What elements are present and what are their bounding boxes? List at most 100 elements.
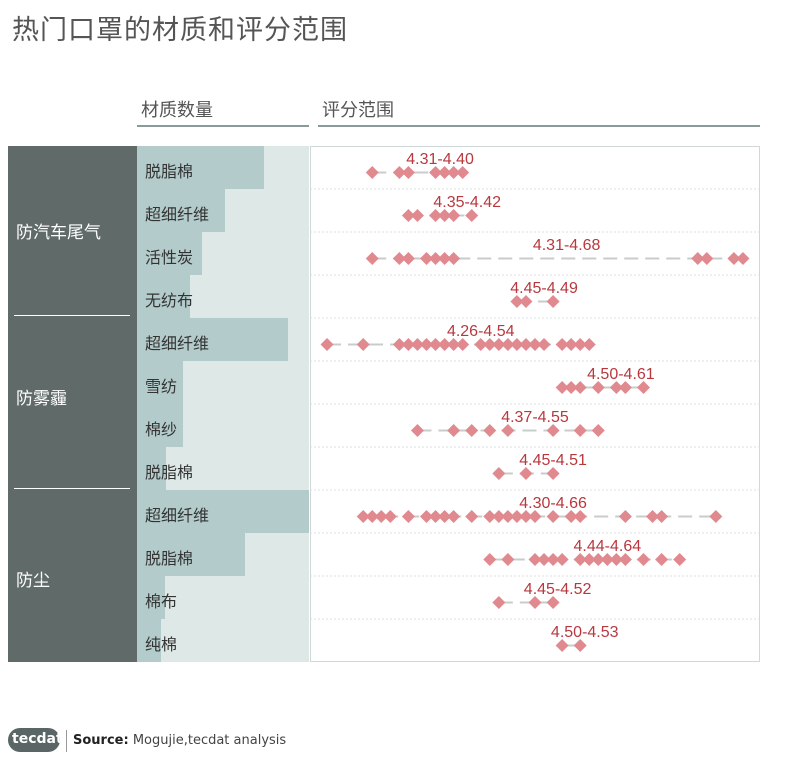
count-bar [137, 447, 166, 490]
material-label: 超细纤维 [145, 205, 210, 224]
rating-point [401, 338, 415, 351]
rating-point [591, 424, 605, 437]
count-bar [137, 275, 190, 318]
rating-point [320, 338, 334, 351]
rating-point [429, 338, 443, 351]
rating-point [519, 510, 533, 523]
rating-point [555, 381, 569, 394]
range-label: 4.31-4.40 [406, 151, 474, 168]
material-label: 无纺布 [145, 291, 194, 310]
rating-point [429, 209, 443, 222]
logo-text: tecdat [12, 731, 63, 747]
group-label-exhaust: 防汽车尾气 [16, 223, 101, 243]
rating-point [401, 252, 415, 265]
footer-separator [66, 730, 67, 752]
rating-point [528, 596, 542, 609]
rating-point [573, 381, 587, 394]
rating-point [618, 553, 632, 566]
rating-point [356, 510, 370, 523]
rating-point [564, 381, 578, 394]
range-label: 4.50-4.53 [551, 624, 619, 641]
rating-point [447, 166, 461, 179]
material-label: 超细纤维 [145, 506, 210, 525]
rating-point [483, 510, 497, 523]
rating-point [483, 553, 497, 566]
count-bar [137, 404, 183, 447]
rating-point [519, 295, 533, 308]
material-label: 脱脂棉 [145, 162, 194, 181]
rating-point [438, 510, 452, 523]
rating-point [429, 510, 443, 523]
range-label: 4.45-4.49 [510, 280, 578, 297]
count-bar [137, 619, 161, 662]
rating-point [555, 338, 569, 351]
rating-point [637, 381, 650, 394]
tecdat-logo [8, 728, 60, 752]
rating-point [465, 424, 479, 437]
rating-point [582, 338, 596, 351]
range-label: 4.37-4.55 [501, 409, 569, 426]
rating-point [510, 510, 524, 523]
rating-point [492, 338, 506, 351]
rating-point [410, 209, 424, 222]
rating-point [727, 252, 741, 265]
material-label: 脱脂棉 [145, 549, 194, 568]
material-label: 雪纺 [145, 377, 178, 396]
rating-point [555, 639, 569, 652]
rating-point [528, 510, 542, 523]
rating-point [646, 510, 660, 523]
material-label: 棉纱 [145, 420, 178, 439]
rating-point [492, 596, 506, 609]
rating-point [392, 252, 406, 265]
rating-point [700, 252, 714, 265]
chart-title: 热门口罩的材质和评分范围 [12, 15, 348, 46]
count-bar [137, 232, 202, 275]
rating-point [528, 553, 542, 566]
rating-point [546, 295, 560, 308]
rating-point [365, 510, 379, 523]
rating-point [691, 252, 705, 265]
count-bar [137, 318, 288, 361]
rating-point [356, 338, 370, 351]
rating-point [555, 553, 569, 566]
rating-point [591, 553, 605, 566]
rating-point [438, 166, 452, 179]
range-label: 4.26-4.54 [447, 323, 515, 340]
rating-point [537, 553, 551, 566]
count-bar [137, 490, 309, 533]
material-label: 超细纤维 [145, 334, 210, 353]
group-panel [8, 146, 137, 662]
rating-point [465, 209, 479, 222]
rating-point [438, 252, 452, 265]
rating-point [501, 338, 515, 351]
group-label-smog: 防雾霾 [16, 389, 67, 409]
count-bar [137, 533, 245, 576]
rating-point [519, 338, 533, 351]
source-label: Source: [73, 733, 129, 748]
rating-point [438, 338, 452, 351]
rating-point [618, 381, 632, 394]
count-bar [137, 576, 165, 619]
group-divider [14, 488, 130, 489]
rating-point [510, 295, 524, 308]
range-column-header: 评分范围 [322, 100, 394, 121]
rating-point [537, 338, 551, 351]
rating-point [501, 510, 515, 523]
rating-point [573, 424, 587, 437]
footer-source: Source: Mogujie,tecdat analysis [73, 733, 286, 748]
range-label: 4.45-4.51 [519, 452, 587, 469]
rating-point [501, 553, 515, 566]
material-label: 棉布 [145, 592, 178, 611]
rating-point [573, 510, 587, 523]
rating-point [736, 252, 750, 265]
count-header-underline [137, 125, 309, 127]
rating-point [465, 510, 479, 523]
rating-point [501, 424, 515, 437]
rating-point [600, 553, 614, 566]
rating-point [655, 510, 669, 523]
rating-point [709, 510, 723, 523]
rating-point [410, 424, 424, 437]
rating-point [447, 424, 461, 437]
count-bar [137, 189, 225, 232]
